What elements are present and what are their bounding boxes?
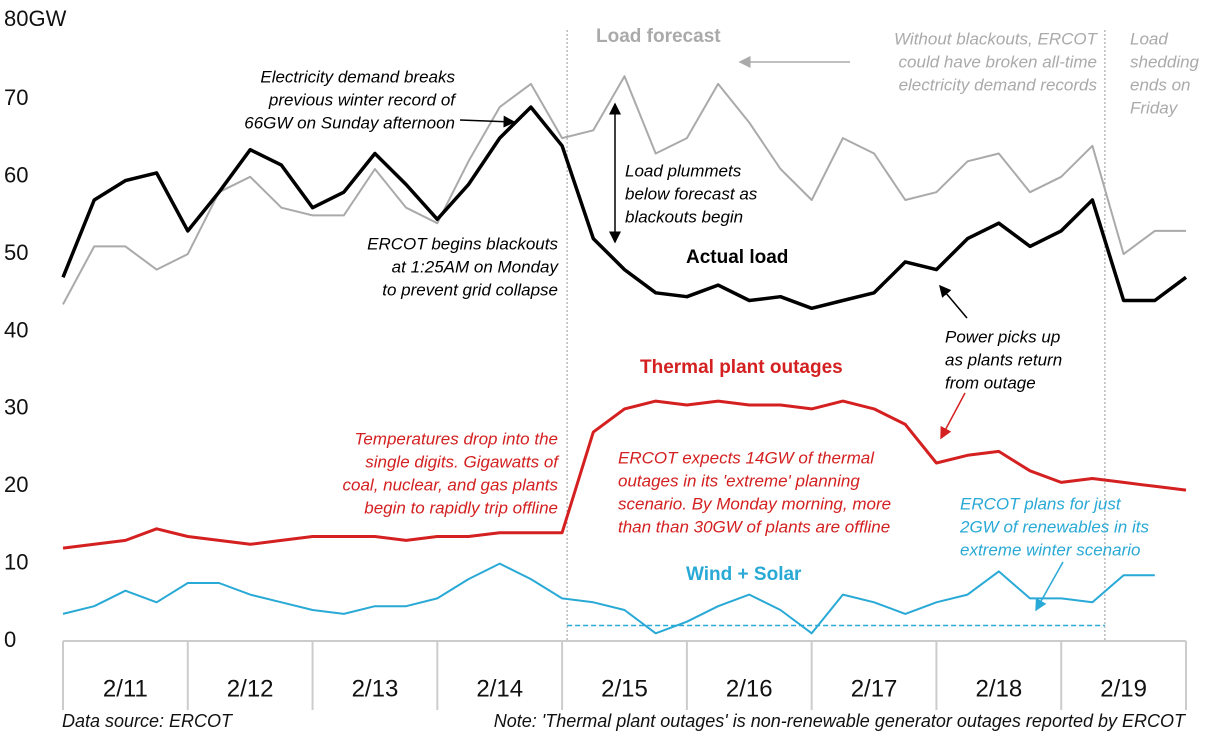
- annotation: to prevent grid collapse: [382, 280, 558, 299]
- y-tick-label: 30: [4, 395, 28, 420]
- annotation: blackouts begin: [625, 207, 743, 226]
- annotation: coal, nuclear, and gas plants: [343, 475, 559, 494]
- annotation: at 1:25AM on Monday: [392, 257, 560, 276]
- x-tick-label: 2/18: [975, 675, 1022, 702]
- annotation: electricity demand records: [899, 75, 1098, 94]
- annotation: 2GW of renewables in its: [959, 517, 1149, 536]
- annotation: than than 30GW of plants are offline: [618, 517, 890, 536]
- annotation: scenario. By Monday morning, more: [618, 494, 891, 513]
- series-line: [62, 562, 1155, 635]
- annotation: below forecast as: [625, 184, 758, 203]
- x-tick-label: 2/19: [1100, 675, 1147, 702]
- annotation: ERCOT expects 14GW of thermal: [618, 448, 875, 467]
- note: Note: 'Thermal plant outages' is non-ren…: [494, 711, 1187, 731]
- annotation: single digits. Gigawatts of: [365, 452, 560, 471]
- x-tick-label: 2/12: [227, 675, 274, 702]
- annotation: Load plummets: [625, 161, 742, 180]
- annotation: ERCOT begins blackouts: [367, 234, 558, 253]
- arrow: [1035, 561, 1064, 612]
- arrow: [939, 284, 968, 319]
- x-tick-label: 2/13: [352, 675, 399, 702]
- arrows: [459, 56, 1064, 612]
- arrow: [940, 392, 966, 440]
- y-tick-label: 0: [4, 627, 16, 652]
- annotation: Electricity demand breaks: [260, 67, 455, 86]
- y-tick-label: 60: [4, 163, 28, 188]
- annotation: begin to rapidly trip offline: [364, 498, 558, 517]
- x-tick-label: 2/11: [103, 675, 148, 702]
- y-tick-label: 40: [4, 317, 28, 342]
- series-label: Thermal plant outages: [640, 357, 843, 378]
- source: Data source: ERCOT: [62, 711, 234, 731]
- annotation: from outage: [945, 373, 1036, 392]
- x-tick-label: 2/16: [726, 675, 773, 702]
- x-tick-label: 2/17: [851, 675, 898, 702]
- annotation: previous winter record of: [268, 90, 457, 109]
- series-label: Actual load: [686, 247, 788, 268]
- y-tick-label: 70: [4, 85, 28, 110]
- annotation: 66GW on Sunday afternoon: [244, 113, 455, 132]
- annotation: ends on: [1130, 75, 1191, 94]
- y-tick-label: 10: [4, 549, 28, 574]
- y-tick-label: 50: [4, 240, 28, 265]
- y-tick-label: 20: [4, 472, 28, 497]
- x-tick-label: 2/15: [601, 675, 648, 702]
- annotation: Without blackouts, ERCOT: [894, 29, 1099, 48]
- annotation: could have broken all-time: [899, 52, 1097, 71]
- series-label: Wind + Solar: [686, 564, 802, 585]
- annotation: Temperatures drop into the: [355, 429, 559, 448]
- y-tick-label: 80GW: [4, 6, 67, 31]
- arrow: [459, 115, 516, 128]
- annotation: Power picks up: [945, 327, 1060, 346]
- x-tick-label: 2/14: [476, 675, 523, 702]
- series-label: Load forecast: [596, 26, 721, 47]
- annotation: outages in its 'extreme' planning: [618, 471, 860, 490]
- annotation: extreme winter scenario: [960, 540, 1140, 559]
- series-line: [62, 75, 1186, 305]
- annotation: shedding: [1130, 52, 1200, 71]
- annotation: Load: [1130, 29, 1168, 48]
- annotation: ERCOT plans for just: [960, 494, 1122, 513]
- series-line: [62, 399, 1187, 550]
- annotation: Friday: [1130, 98, 1179, 117]
- series-line: [61, 105, 1188, 311]
- annotation: as plants return: [945, 350, 1062, 369]
